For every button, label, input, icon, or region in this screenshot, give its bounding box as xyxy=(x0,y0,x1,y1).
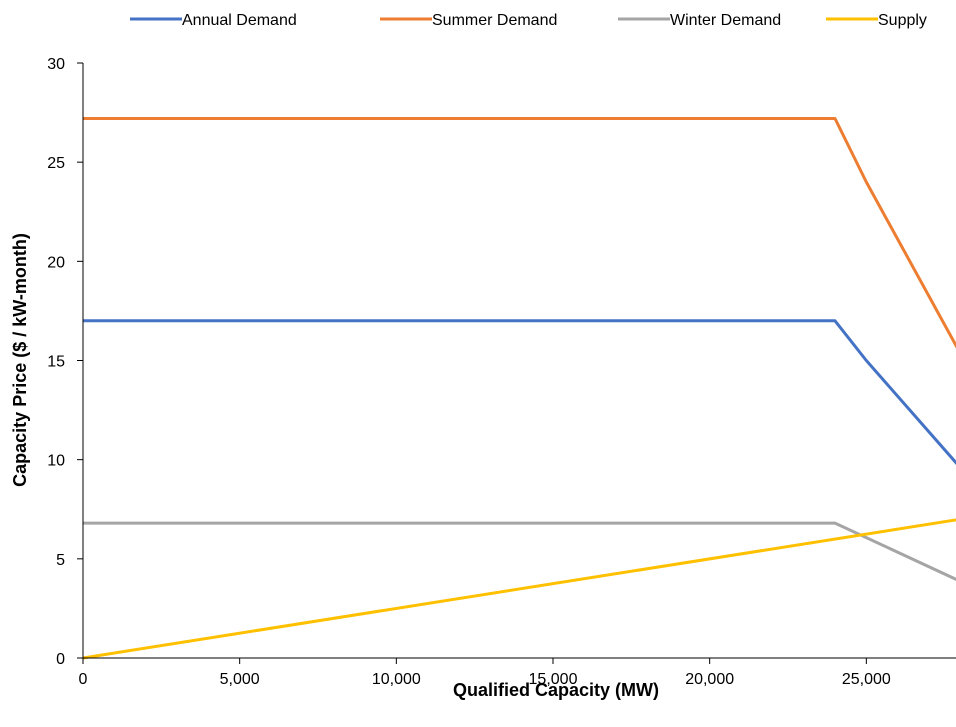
x-tick-label: 0 xyxy=(79,671,88,688)
legend: Annual Demand Summer Demand Winter Demand S… xyxy=(130,12,927,29)
plot-area xyxy=(82,117,956,660)
y-tick-label: 25 xyxy=(47,155,65,172)
x-tick-label: 20,000 xyxy=(685,671,734,688)
legend-label: Annual Demand xyxy=(182,12,297,29)
y-tick-label: 10 xyxy=(47,453,65,470)
y-tick-label: 30 xyxy=(47,56,65,73)
legend-label: Summer Demand xyxy=(432,12,557,29)
series-line-summer-demand xyxy=(83,117,956,349)
axes xyxy=(77,62,956,664)
y-tick-label: 15 xyxy=(47,354,65,371)
legend-label: Supply xyxy=(878,12,927,29)
x-tick-label: 25,000 xyxy=(842,671,891,688)
y-axis-title: Capacity Price ($ / kW-month) xyxy=(10,233,30,487)
series-line-winter-demand xyxy=(83,521,956,581)
legend-label: Winter Demand xyxy=(670,12,781,29)
series-line-supply xyxy=(82,518,956,660)
x-axis-title: Qualified Capacity (MW) xyxy=(453,680,659,700)
x-tick-label: 10,000 xyxy=(372,671,421,688)
x-tick-label: 15,000 xyxy=(529,671,578,688)
y-tick-label: 5 xyxy=(56,552,65,569)
tick-labels: 0 5 10 15 20 25 30 0 5,000 10,000 15,000 20,000 25,0… xyxy=(47,56,891,688)
y-tick-label: 0 xyxy=(56,651,65,668)
x-tick-label: 5,000 xyxy=(220,671,260,688)
y-tick-label: 20 xyxy=(47,254,65,271)
series-line-annual-demand xyxy=(83,319,956,465)
